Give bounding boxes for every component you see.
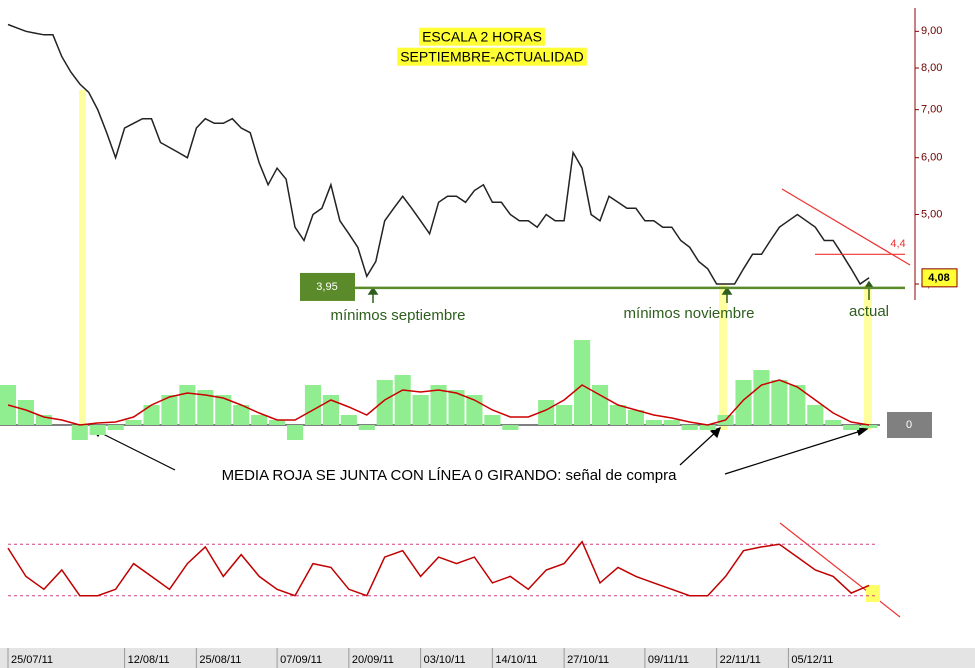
bar [233, 405, 250, 425]
y-tick-label: 6,00 [921, 152, 942, 164]
x-tick-label: 12/08/11 [128, 654, 170, 666]
x-tick-label: 27/10/11 [567, 654, 609, 666]
x-tick-label: 07/09/11 [280, 654, 322, 666]
bar [609, 405, 627, 425]
bar [304, 385, 322, 425]
bar [376, 380, 393, 425]
bar [771, 380, 788, 425]
x-tick-label: 09/11/11 [648, 654, 689, 666]
bar [251, 415, 268, 425]
y-tick-label: 9,00 [921, 25, 942, 37]
bar [484, 415, 501, 425]
bar [645, 420, 662, 425]
x-tick-label: 03/10/11 [424, 654, 466, 666]
bar [556, 405, 573, 425]
series-line [7, 379, 870, 426]
bar [430, 385, 447, 425]
y-tick-label: 5,00 [921, 208, 942, 220]
y-tick-label: 8,00 [921, 62, 942, 74]
plot: 4,005,006,007,008,009,003,954,44,08025/0… [0, 23, 958, 668]
bar [358, 425, 375, 430]
bar [699, 425, 716, 430]
x-tick-label: 22/11/11 [720, 654, 761, 666]
bar [663, 420, 680, 425]
bar [197, 390, 214, 425]
bar [843, 425, 860, 430]
annotation: actual [849, 303, 889, 320]
title-bg [397, 47, 587, 66]
bar [179, 385, 196, 425]
bar [215, 395, 232, 425]
bar [394, 375, 411, 425]
highlight [866, 585, 880, 602]
support-label: 3,95 [316, 281, 337, 293]
highlights [79, 90, 872, 430]
bar [107, 425, 124, 430]
series-line [7, 23, 870, 286]
arrow-head [367, 286, 379, 295]
zero-label: 0 [906, 419, 912, 431]
series-line [7, 540, 870, 597]
bar [735, 380, 752, 425]
x-tick-label: 14/10/11 [495, 654, 537, 666]
trend-line [781, 188, 911, 266]
arrow-head [721, 286, 733, 295]
chart-title: ESCALA 2 HORAS [422, 29, 542, 45]
resistance-label: 4,4 [890, 238, 905, 250]
arrow [94, 429, 176, 471]
arrow-head [856, 427, 869, 437]
bar [286, 425, 304, 440]
highlight-bar [864, 285, 872, 430]
bar [681, 425, 698, 430]
last-price-box [921, 268, 958, 288]
annotation: mínimos septiembre [330, 307, 465, 324]
x-tick-label: 25/08/11 [199, 654, 241, 666]
bar [143, 405, 160, 425]
x-axis-band [0, 648, 975, 668]
annotation: mínimos noviembre [624, 305, 755, 322]
bar [161, 395, 178, 425]
title-bg [419, 27, 545, 46]
highlight-bar [719, 285, 727, 430]
bar [17, 400, 35, 425]
highlight-bar [79, 90, 86, 430]
zero-box [887, 412, 932, 438]
x-tick-label: 25/07/11 [11, 654, 53, 666]
bar [502, 425, 519, 430]
annotation: MEDIA ROJA SE JUNTA CON LÍNEA 0 GIRANDO:… [222, 467, 678, 484]
last-price-label: 4,08 [928, 272, 949, 284]
arrows [367, 280, 875, 303]
chart-subtitle: SEPTIEMBRE-ACTUALIDAD [400, 49, 584, 65]
bar [35, 415, 52, 425]
x-tick-label: 20/09/11 [352, 654, 394, 666]
bar [591, 385, 609, 425]
trend-line [779, 522, 901, 618]
bar [269, 420, 286, 425]
bar [538, 400, 555, 425]
bar [412, 395, 429, 425]
bar [861, 425, 878, 428]
y-tick-label: 7,00 [921, 104, 942, 116]
bar [807, 405, 824, 425]
title-block: ESCALA 2 HORAS SEPTIEMBRE-ACTUALIDAD [397, 27, 587, 66]
arrow [679, 429, 719, 466]
bar [448, 390, 465, 425]
bar [340, 415, 357, 425]
bar [789, 385, 806, 425]
bar [574, 340, 591, 425]
support-box [300, 272, 355, 301]
x-tick-label: 05/12/11 [791, 654, 833, 666]
bar [71, 425, 88, 440]
bar [753, 370, 770, 425]
bar [125, 420, 142, 425]
bar [825, 420, 842, 425]
bar [627, 410, 644, 425]
arrow [724, 429, 865, 475]
bar [89, 425, 106, 435]
